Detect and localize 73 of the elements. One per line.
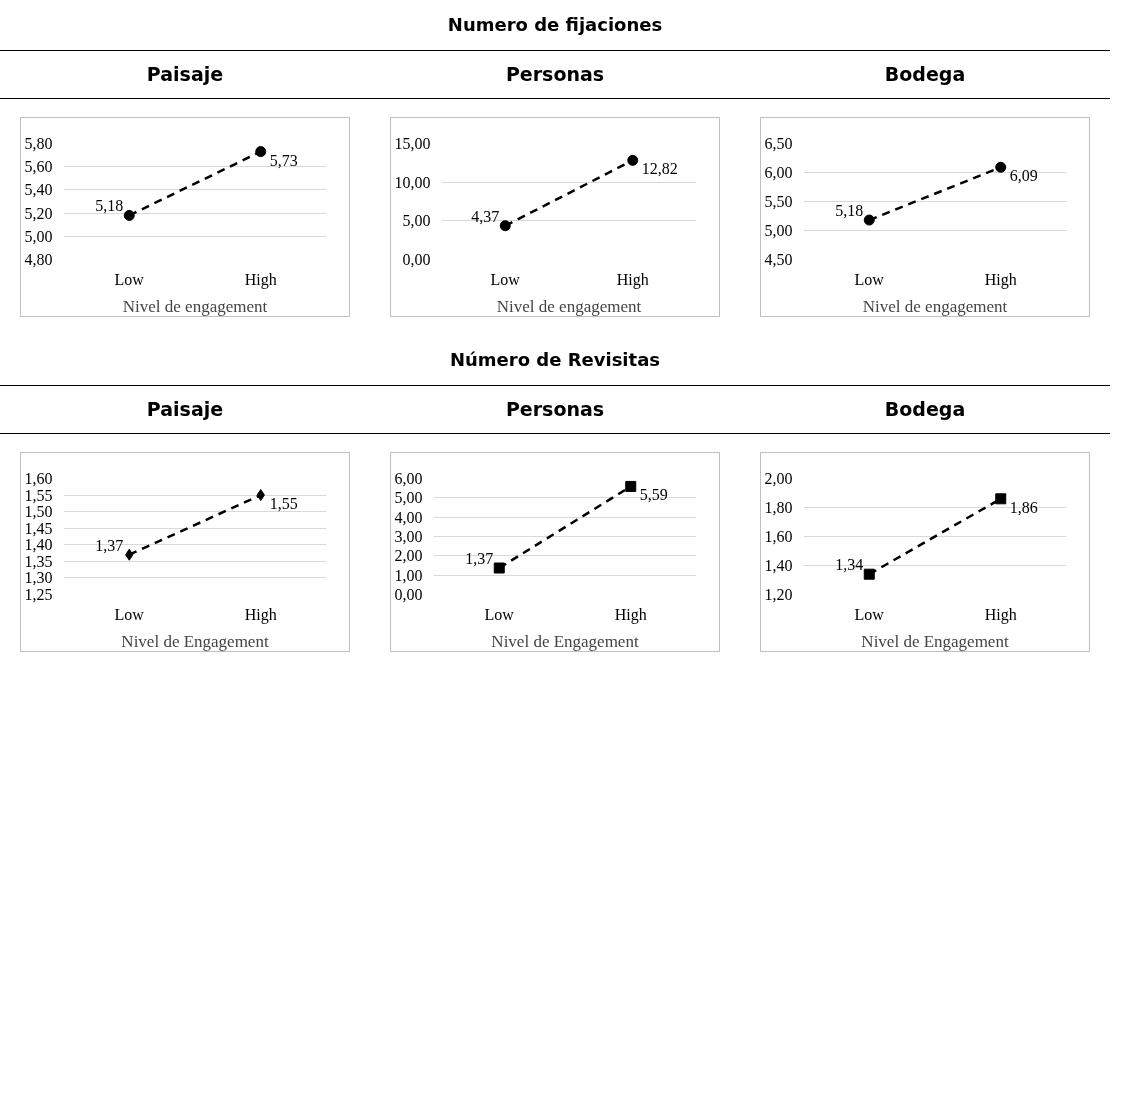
- y-tick-label: 1,40: [764, 556, 793, 574]
- x-axis-title: Nivel de engagement: [862, 296, 1008, 316]
- y-tick-label: 6,00: [394, 469, 423, 487]
- y-tick-label: 1,60: [24, 469, 53, 487]
- data-label: 1,86: [1009, 498, 1038, 516]
- y-tick-label: 5,60: [24, 158, 53, 176]
- y-tick-label: 4,00: [394, 508, 423, 526]
- x-axis-title: Nivel de Engagement: [121, 631, 269, 651]
- data-label: 5,18: [95, 197, 124, 215]
- x-tick-label: Low: [490, 270, 521, 288]
- y-tick-label: 0,00: [402, 250, 431, 268]
- data-label: 1,37: [465, 549, 494, 567]
- data-label: 5,18: [835, 201, 864, 219]
- x-axis-title: Nivel de engagement: [496, 296, 642, 316]
- chart-title: Bodega: [740, 384, 1110, 434]
- y-tick-label: 5,00: [24, 227, 53, 245]
- y-tick-label: 1,40: [24, 535, 53, 553]
- y-tick-label: 2,00: [764, 469, 793, 487]
- chart-subtitle: Número de Revisitas: [448, 347, 661, 372]
- y-tick-label: 4,80: [24, 250, 53, 268]
- x-tick-label: Low: [854, 605, 885, 623]
- y-tick-label: 1,20: [764, 585, 793, 603]
- chart-title: Personas: [370, 49, 740, 99]
- y-tick-label: 5,00: [764, 221, 793, 239]
- y-tick-label: 2,00: [394, 547, 423, 565]
- x-tick-label: High: [984, 605, 1017, 624]
- x-tick-label: High: [614, 605, 647, 624]
- y-tick-label: 6,00: [764, 163, 793, 181]
- y-tick-label: 1,50: [24, 502, 53, 520]
- y-tick-label: 10,00: [394, 173, 431, 191]
- x-axis-title: Nivel de Engagement: [491, 631, 639, 651]
- x-axis-title: Nivel de Engagement: [861, 631, 1009, 651]
- x-tick-label: High: [244, 605, 277, 624]
- y-tick-label: 1,25: [24, 585, 53, 603]
- chart-title: Paisaje: [0, 384, 370, 434]
- y-tick-label: 5,20: [24, 204, 53, 222]
- chart-title: Personas: [370, 384, 740, 434]
- data-label: 4,37: [471, 207, 500, 225]
- data-label: 1,37: [95, 536, 124, 554]
- y-tick-label: 5,40: [24, 181, 53, 199]
- data-label: 5,73: [269, 151, 298, 169]
- x-tick-label: High: [616, 270, 649, 289]
- y-tick-label: 4,50: [764, 250, 793, 268]
- y-tick-label: 6,50: [764, 134, 793, 152]
- y-tick-label: 5,00: [394, 489, 423, 507]
- chart-title: Bodega: [740, 49, 1110, 99]
- y-tick-label: 1,30: [24, 569, 53, 587]
- y-tick-label: 1,60: [764, 527, 793, 545]
- data-label: 1,34: [835, 555, 864, 573]
- x-tick-label: Low: [114, 605, 145, 623]
- x-tick-label: High: [244, 270, 277, 289]
- x-tick-label: High: [984, 270, 1017, 289]
- data-label: 1,55: [269, 494, 298, 512]
- y-tick-label: 15,00: [394, 134, 431, 152]
- y-tick-label: 1,80: [764, 498, 793, 516]
- data-label: 5,59: [639, 486, 668, 504]
- y-tick-label: 1,35: [24, 552, 53, 570]
- y-tick-label: 1,45: [24, 519, 53, 537]
- x-tick-label: Low: [114, 270, 145, 288]
- x-tick-label: Low: [854, 270, 885, 288]
- y-tick-label: 1,00: [394, 566, 423, 584]
- y-tick-label: 1,55: [24, 486, 53, 504]
- chart-subtitle: Numero de fijaciones: [446, 13, 664, 37]
- y-tick-label: 0,00: [394, 585, 423, 603]
- y-tick-label: 5,00: [402, 212, 431, 230]
- x-axis-title: Nivel de engagement: [122, 296, 268, 316]
- data-label: 12,82: [641, 160, 678, 178]
- data-label: 6,09: [1009, 167, 1038, 185]
- y-tick-label: 5,80: [24, 134, 53, 152]
- chart-title: Paisaje: [0, 49, 370, 99]
- x-tick-label: Low: [484, 605, 515, 623]
- y-tick-label: 3,00: [394, 527, 423, 545]
- y-tick-label: 5,50: [764, 192, 793, 210]
